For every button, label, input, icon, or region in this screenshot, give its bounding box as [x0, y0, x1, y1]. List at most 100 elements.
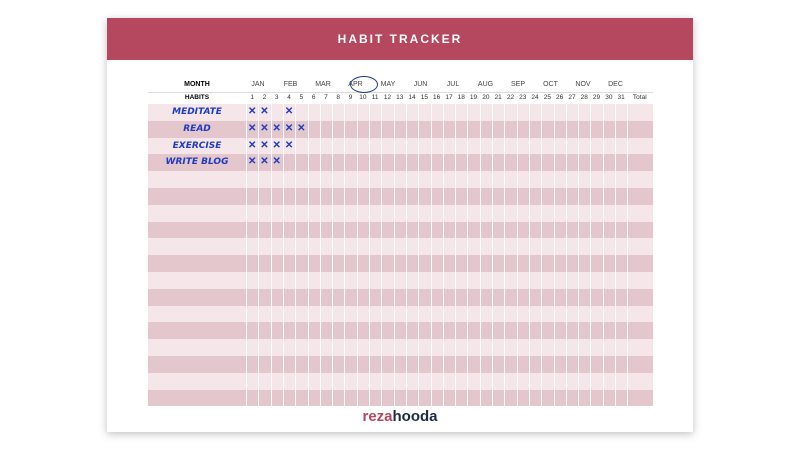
day-cell[interactable] [418, 355, 430, 373]
day-cell[interactable] [356, 322, 369, 340]
day-cell[interactable] [430, 187, 443, 205]
day-cell[interactable] [307, 271, 320, 289]
day-cell[interactable] [528, 355, 541, 373]
day-cell[interactable] [467, 372, 479, 390]
month-may[interactable]: MAY [380, 81, 396, 88]
day-cell[interactable] [270, 322, 283, 340]
day-cell[interactable] [270, 221, 283, 239]
day-cell[interactable] [332, 204, 344, 222]
day-cell[interactable] [615, 288, 627, 306]
day-cell[interactable] [319, 255, 332, 272]
day-cell[interactable] [246, 255, 258, 272]
check-mark[interactable]: ✕ [272, 139, 281, 151]
day-cell[interactable] [492, 389, 504, 407]
day-cell[interactable] [381, 120, 393, 138]
month-nov[interactable]: NOV [575, 81, 591, 88]
day-cell[interactable] [516, 171, 529, 188]
day-cell[interactable] [270, 355, 283, 373]
day-cell[interactable] [282, 339, 295, 356]
day-cell[interactable] [442, 322, 455, 340]
day-cell[interactable] [442, 355, 455, 373]
day-cell[interactable] [516, 255, 529, 272]
day-cell[interactable] [578, 339, 590, 356]
day-cell[interactable] [356, 154, 369, 172]
day-cell[interactable] [393, 120, 406, 138]
day-cell[interactable] [307, 104, 320, 121]
day-cell[interactable] [282, 154, 295, 172]
day-cell[interactable] [246, 171, 258, 188]
day-cell[interactable] [356, 137, 369, 155]
day-cell[interactable] [516, 372, 529, 390]
day-cell[interactable] [369, 305, 381, 323]
day-cell[interactable] [615, 305, 627, 323]
day-cell[interactable] [405, 154, 418, 172]
check-mark[interactable]: ✕ [260, 139, 269, 151]
day-cell[interactable] [369, 271, 381, 289]
day-cell[interactable] [319, 339, 332, 356]
day-cell[interactable] [565, 305, 578, 323]
month-sep[interactable]: SEP [510, 81, 526, 88]
day-cell[interactable] [258, 389, 270, 407]
day-cell[interactable] [516, 288, 529, 306]
day-cell[interactable] [270, 104, 283, 121]
day-cell[interactable] [492, 339, 504, 356]
day-cell[interactable] [381, 187, 393, 205]
day-cell[interactable] [479, 339, 492, 356]
day-cell[interactable] [492, 255, 504, 272]
day-cell[interactable] [307, 221, 320, 239]
day-cell[interactable] [479, 137, 492, 155]
day-cell[interactable] [492, 204, 504, 222]
day-cell[interactable] [602, 104, 615, 121]
day-cell[interactable] [381, 372, 393, 390]
day-cell[interactable] [369, 322, 381, 340]
total-cell[interactable] [627, 171, 652, 188]
day-cell[interactable] [332, 171, 344, 188]
day-cell[interactable] [615, 104, 627, 121]
day-cell[interactable] [344, 154, 356, 172]
day-cell[interactable] [590, 322, 602, 340]
day-cell[interactable] [246, 288, 258, 306]
day-cell[interactable] [516, 339, 529, 356]
day-cell[interactable] [381, 339, 393, 356]
day-cell[interactable] [479, 238, 492, 256]
day-cell[interactable] [590, 372, 602, 390]
day-cell[interactable] [430, 355, 443, 373]
day-cell[interactable] [405, 355, 418, 373]
day-cell[interactable] [319, 271, 332, 289]
month-feb[interactable]: FEB [283, 81, 298, 88]
day-cell[interactable] [270, 204, 283, 222]
day-cell[interactable] [528, 104, 541, 121]
day-cell[interactable] [356, 339, 369, 356]
day-cell[interactable] [602, 271, 615, 289]
day-cell[interactable] [295, 238, 307, 256]
day-cell[interactable] [258, 137, 270, 155]
day-cell[interactable] [344, 104, 356, 121]
day-cell[interactable] [405, 322, 418, 340]
day-cell[interactable] [319, 389, 332, 407]
day-cell[interactable] [492, 322, 504, 340]
day-cell[interactable] [405, 204, 418, 222]
day-cell[interactable] [246, 221, 258, 239]
day-cell[interactable] [602, 238, 615, 256]
day-cell[interactable] [602, 305, 615, 323]
day-cell[interactable] [578, 171, 590, 188]
day-cell[interactable] [492, 154, 504, 172]
day-cell[interactable] [332, 372, 344, 390]
day-cell[interactable] [356, 372, 369, 390]
day-cell[interactable] [455, 322, 467, 340]
day-cell[interactable] [319, 204, 332, 222]
day-cell[interactable] [565, 288, 578, 306]
day-cell[interactable] [479, 288, 492, 306]
total-cell[interactable] [627, 389, 652, 407]
day-cell[interactable] [258, 355, 270, 373]
day-cell[interactable] [528, 322, 541, 340]
day-cell[interactable] [455, 355, 467, 373]
month-dec[interactable]: DEC [608, 81, 623, 88]
day-cell[interactable] [578, 238, 590, 256]
day-cell[interactable] [590, 339, 602, 356]
day-cell[interactable] [270, 238, 283, 256]
day-cell[interactable] [332, 305, 344, 323]
day-cell[interactable] [455, 255, 467, 272]
total-cell[interactable] [627, 355, 652, 373]
day-cell[interactable] [295, 221, 307, 239]
